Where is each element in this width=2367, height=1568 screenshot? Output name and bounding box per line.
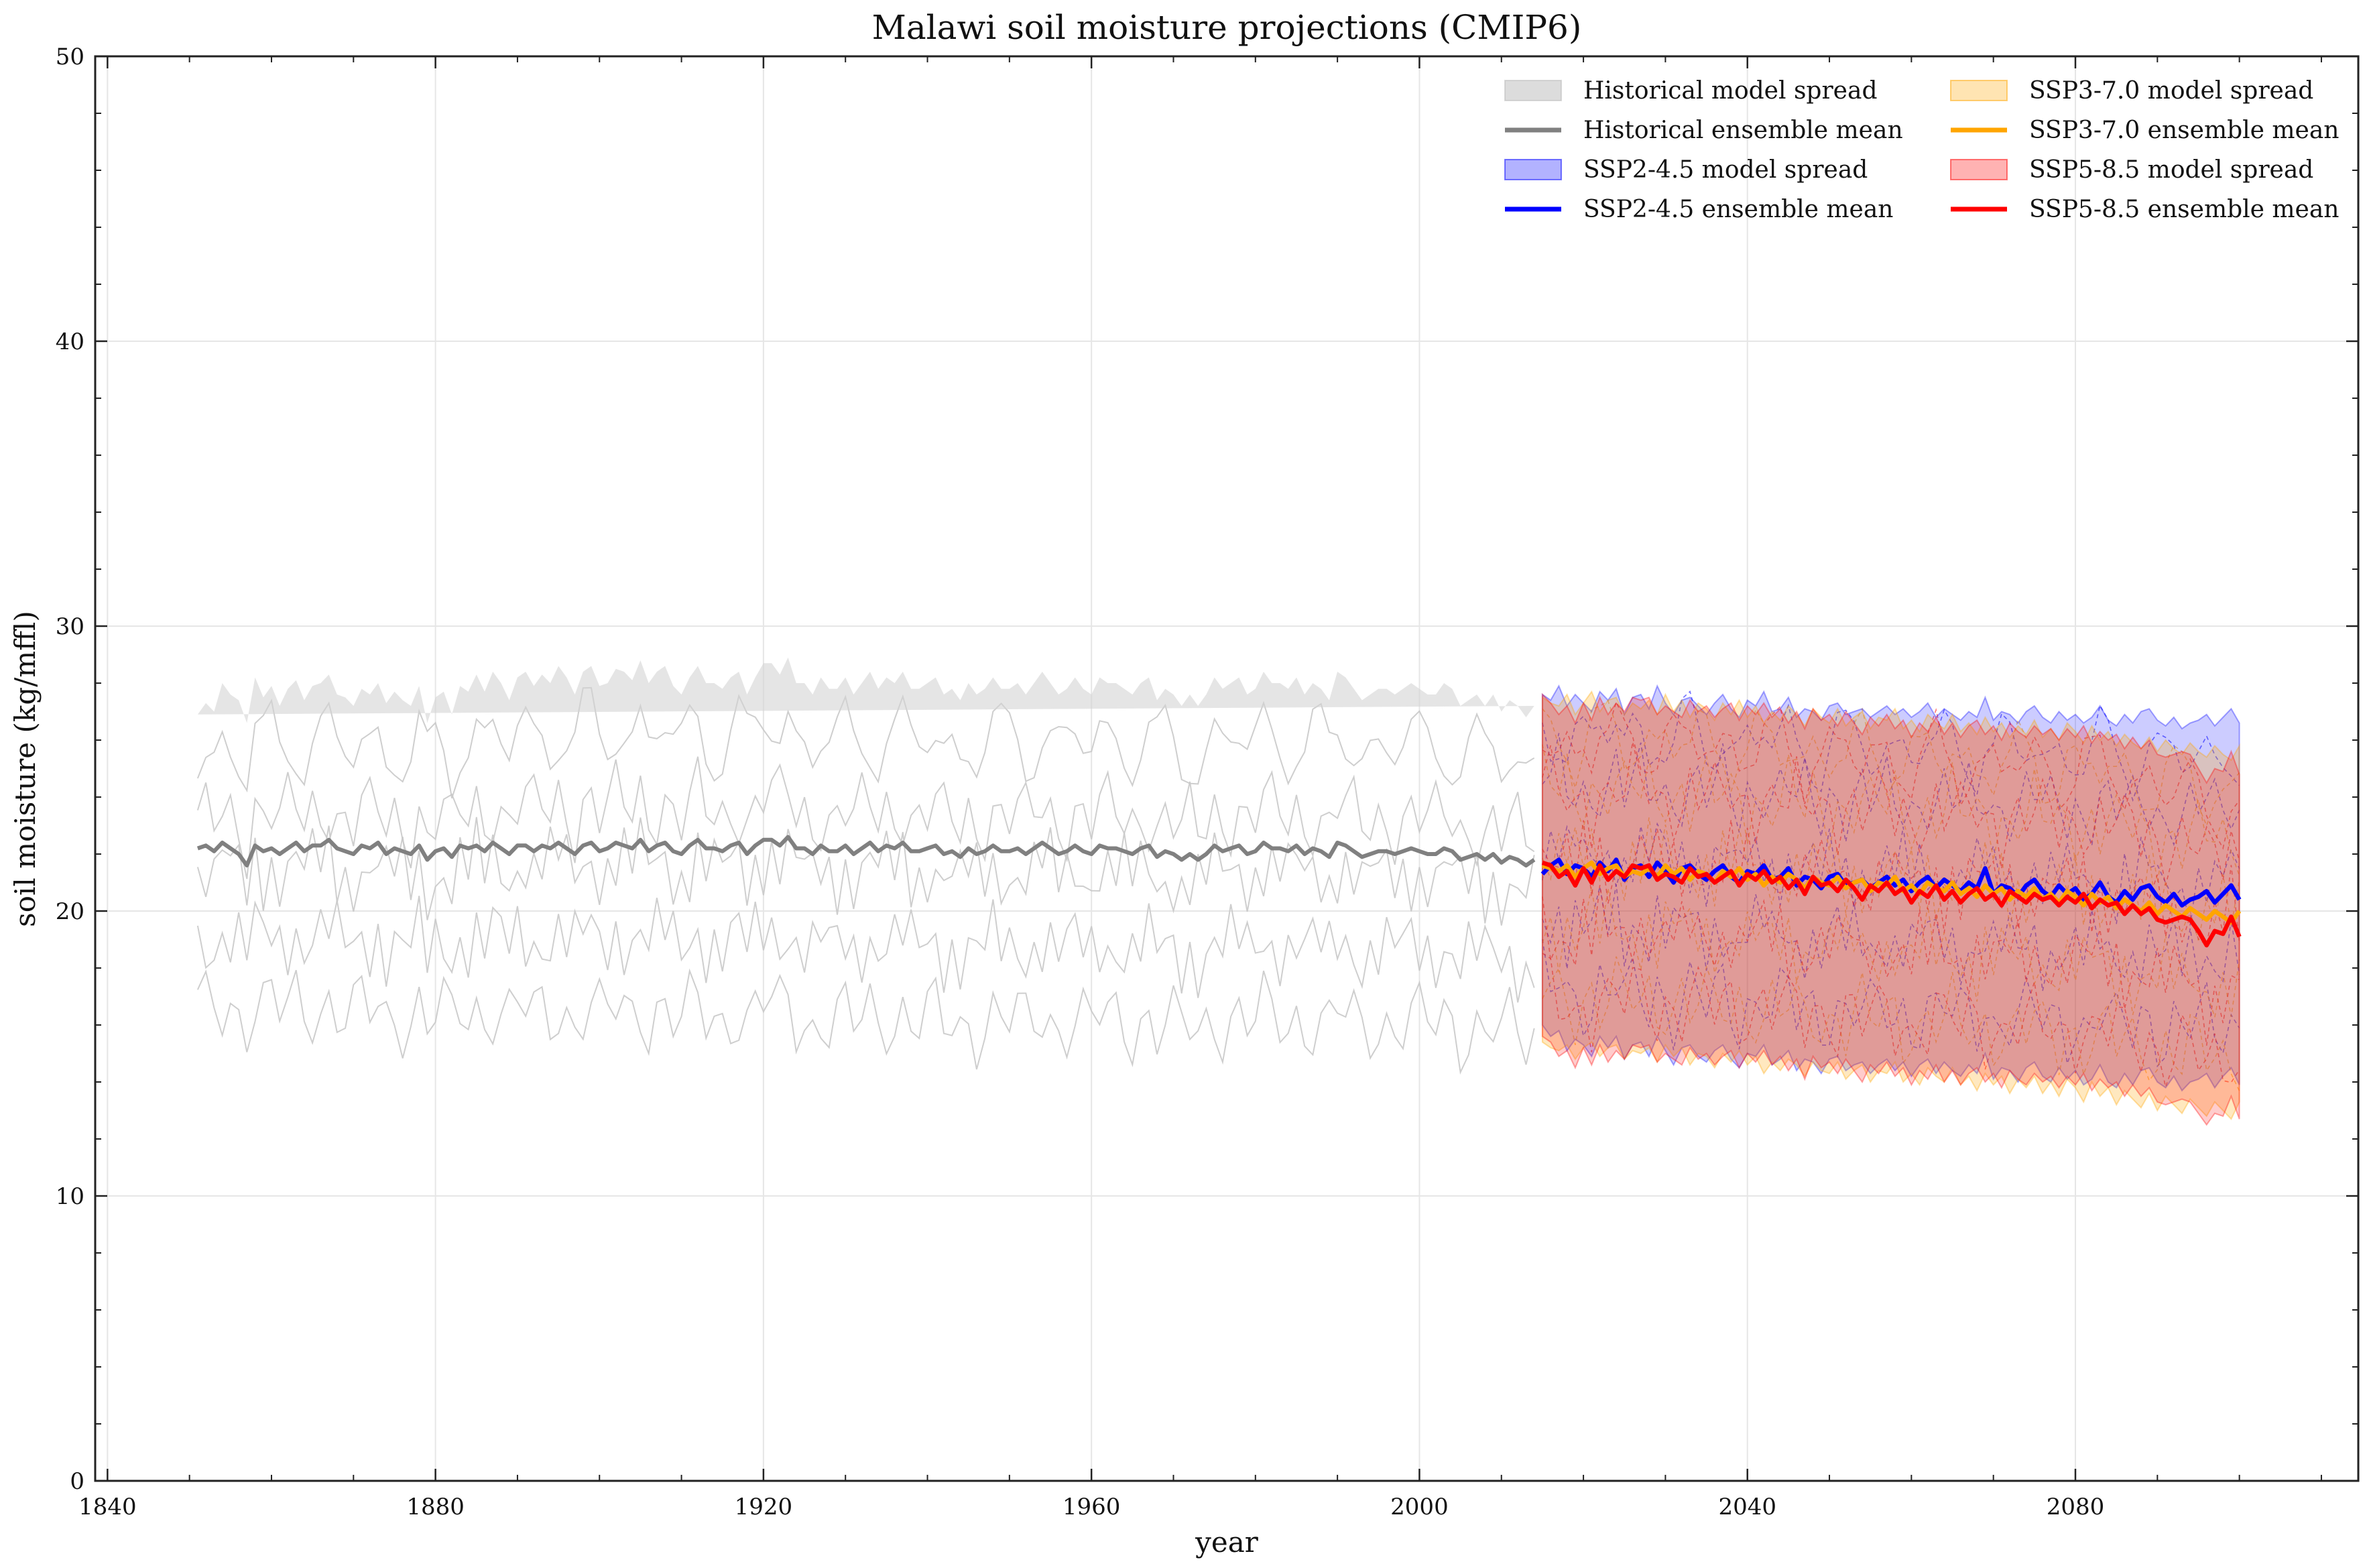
legend-swatch-historical-spread bbox=[1504, 80, 1562, 101]
ssp245-model-member-line bbox=[1542, 690, 2240, 802]
legend: Historical model spread Historical ensemb… bbox=[1504, 77, 2339, 223]
y-tick-label: 10 bbox=[56, 1183, 84, 1210]
ssp370-model-member-line bbox=[1542, 744, 2240, 882]
ssp370-ensemble-mean-line bbox=[1541, 860, 2242, 925]
historical-model-spread bbox=[197, 657, 1534, 723]
x-tick-label: 2080 bbox=[2047, 1494, 2105, 1520]
y-tick-label: 20 bbox=[56, 898, 84, 925]
x-tick-label: 1920 bbox=[735, 1494, 793, 1520]
historical-model-member-line bbox=[196, 896, 1535, 1003]
legend-swatch-ssp370-spread bbox=[1950, 80, 2008, 101]
ssp370-model-member-line bbox=[1542, 700, 2240, 827]
historical-model-member-line bbox=[196, 968, 1535, 1075]
ssp370-model-member-line bbox=[1542, 956, 2240, 1091]
x-tick-label: 2040 bbox=[1718, 1494, 1776, 1520]
ssp370-model-spread bbox=[1541, 690, 2240, 1121]
legend-swatch-ssp585-spread bbox=[1950, 159, 2008, 180]
plot-frame bbox=[94, 55, 2360, 1482]
legend-label: SSP3-7.0 model spread bbox=[2029, 77, 2313, 105]
y-tick-label: 40 bbox=[56, 328, 84, 355]
historical-ensemble-mean-line bbox=[196, 835, 1536, 867]
legend-label: SSP5-8.5 ensemble mean bbox=[2029, 196, 2339, 223]
x-tick-label: 1960 bbox=[1063, 1494, 1121, 1520]
x-axis-label: year bbox=[1195, 1526, 1259, 1559]
ssp585-model-member-line bbox=[1542, 885, 2240, 1046]
ssp585-ensemble-mean-line bbox=[1541, 860, 2242, 948]
historical-model-member-line bbox=[196, 756, 1535, 880]
legend-label: Historical model spread bbox=[1583, 77, 1878, 105]
y-axis-label: soil moisture (kg/mﬀl) bbox=[9, 611, 42, 927]
historical-model-member-line bbox=[196, 686, 1535, 799]
axis-tick-labels: 1840 1880 1920 1960 2000 2040 2080 0 10 20 30 40 50 bbox=[56, 44, 2105, 1520]
legend-swatch-ssp245-spread bbox=[1504, 159, 1562, 180]
y-tick-label: 50 bbox=[56, 44, 84, 70]
model-spread-bands bbox=[197, 657, 2240, 1126]
legend-label: Historical ensemble mean bbox=[1583, 117, 1903, 144]
ssp585-model-member-line bbox=[1542, 741, 2240, 886]
chart-title: Malawi soil moisture projections (CMIP6) bbox=[872, 8, 1582, 47]
ssp585-model-member-line bbox=[1542, 819, 2240, 947]
ssp585-model-member-line bbox=[1542, 953, 2240, 1089]
ssp585-model-spread bbox=[1541, 692, 2240, 1126]
ssp585-model-member-line bbox=[1542, 700, 2240, 850]
legend-label: SSP2-4.5 ensemble mean bbox=[1583, 196, 1893, 223]
ensemble-mean-lines bbox=[196, 835, 2242, 948]
x-tick-label: 1880 bbox=[406, 1494, 465, 1520]
historical-model-member-line bbox=[196, 817, 1535, 926]
y-tick-label: 0 bbox=[70, 1468, 84, 1495]
ssp245-model-member-line bbox=[1542, 822, 2240, 926]
y-tick-label: 30 bbox=[56, 613, 84, 640]
legend-label: SSP5-8.5 model spread bbox=[2029, 156, 2313, 184]
ssp245-model-member-line bbox=[1542, 733, 2240, 847]
legend-label: SSP3-7.0 ensemble mean bbox=[2029, 117, 2339, 144]
ssp245-model-member-line bbox=[1542, 884, 2240, 991]
axis-ticks bbox=[95, 55, 2358, 1482]
x-tick-label: 2000 bbox=[1390, 1494, 1449, 1520]
model-member-lines bbox=[196, 686, 2240, 1091]
legend-label: SSP2-4.5 model spread bbox=[1583, 156, 1868, 184]
x-tick-label: 1840 bbox=[78, 1494, 137, 1520]
